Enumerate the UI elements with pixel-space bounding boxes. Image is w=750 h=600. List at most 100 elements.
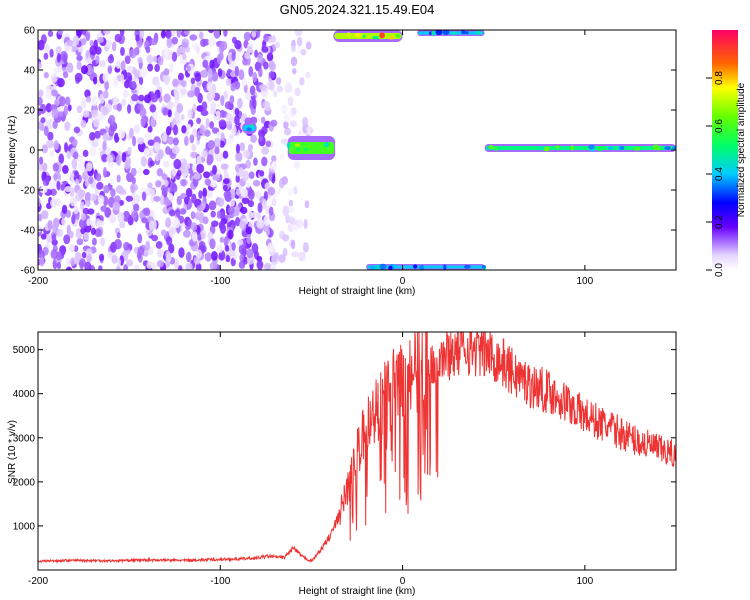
heat-cell [98, 60, 107, 68]
heat-cell [246, 210, 254, 220]
heat-cell [56, 180, 61, 191]
heat-cell [126, 104, 132, 114]
snr-y-ticks: 1000 2000 3000 4000 5000 [13, 345, 676, 532]
heat-cell [91, 95, 98, 107]
heat-cell [61, 218, 66, 226]
heat-band-spot [488, 145, 494, 150]
heat-cell [178, 265, 183, 270]
heat-cell [58, 153, 65, 165]
heat-cell [164, 179, 169, 187]
heat-cell [291, 45, 296, 53]
heat-cell [147, 182, 153, 189]
heat-cell [250, 134, 257, 143]
heat-cell [76, 55, 83, 62]
snr-y-tick-label: 3000 [13, 433, 36, 444]
heat-cell [211, 220, 219, 227]
heat-cell [159, 194, 165, 206]
heat-band-spot [388, 265, 393, 270]
heat-cell [217, 68, 223, 77]
heat-cell [172, 137, 179, 146]
heat-cell [125, 195, 134, 202]
heat-cell [43, 71, 49, 79]
heat-cell [143, 94, 152, 104]
spectrogram-y-tick-label: -60 [21, 266, 36, 277]
heat-cell [167, 136, 174, 145]
heat-cell [98, 253, 105, 262]
heat-cell [304, 200, 310, 209]
heat-cell [38, 163, 44, 171]
spectrogram-y-tick-label: -20 [21, 186, 36, 197]
heat-cell [226, 137, 233, 145]
heat-cell [47, 219, 53, 231]
heat-cell [85, 199, 91, 207]
heat-cell [80, 65, 89, 75]
heat-cell [84, 261, 92, 270]
spectrogram-y-tick-label: 40 [24, 66, 36, 77]
heat-cell [225, 78, 231, 87]
heat-cell [246, 234, 251, 245]
heat-cell [184, 30, 190, 36]
heat-cell [117, 212, 125, 223]
heat-cell [111, 41, 117, 52]
heat-cell [301, 117, 309, 127]
spectrogram-x-ticks: -200 -100 0 100 [28, 30, 594, 287]
heat-cell [222, 150, 229, 159]
heat-cell [244, 52, 251, 60]
heat-cell [171, 145, 180, 155]
heat-cell [47, 131, 54, 141]
heat-band-core [418, 31, 484, 35]
heat-cell [91, 109, 99, 118]
heat-cell [180, 88, 187, 95]
heat-cell [220, 163, 229, 170]
heat-cell [129, 48, 137, 59]
heat-cell [131, 80, 137, 89]
heat-cell [223, 30, 228, 37]
heat-cell [70, 197, 77, 207]
heat-cell [115, 265, 121, 270]
heat-cell [163, 199, 172, 206]
heat-cell [110, 188, 116, 198]
heat-cell [45, 119, 51, 128]
heat-cell [283, 113, 291, 123]
heat-cell [71, 214, 76, 225]
heat-cell [247, 144, 253, 152]
heat-cell [187, 199, 193, 209]
heat-cell [137, 57, 143, 64]
heat-cell [144, 40, 150, 48]
heat-cell [62, 164, 69, 174]
snr-series-line [38, 332, 676, 564]
snr-x-label: Height of straight line (km) [299, 586, 416, 597]
heat-region [38, 30, 279, 270]
heat-cell [157, 55, 164, 66]
heat-cell [106, 154, 114, 164]
heat-band-spot [570, 145, 574, 151]
heat-cell [238, 69, 245, 81]
snr-x-tick-label: 0 [400, 576, 406, 587]
heat-cell [136, 251, 142, 260]
heat-cell [269, 163, 277, 170]
heat-cell [284, 82, 293, 94]
snr-y-tick-label: 2000 [13, 477, 36, 488]
heat-cell [85, 162, 93, 172]
heat-cell [208, 37, 216, 47]
heat-cell [84, 89, 91, 98]
heat-cell [88, 175, 94, 185]
heat-cell [38, 156, 44, 165]
heat-cell [215, 110, 221, 117]
heat-cell [267, 186, 276, 196]
heat-cell [155, 80, 160, 89]
heat-cell [165, 125, 172, 136]
heat-cell [65, 266, 73, 270]
heat-cell [216, 244, 224, 254]
heat-cell [201, 150, 208, 158]
heat-cell [38, 39, 45, 51]
heat-cell [38, 226, 42, 233]
heat-cell [271, 155, 277, 163]
colorbar-ticks: 0.0 0.2 0.4 0.6 0.8 [706, 71, 725, 277]
heat-cell [254, 49, 259, 58]
heat-cell [76, 238, 84, 246]
heat-cell [247, 189, 255, 200]
heat-band-spot [443, 264, 447, 270]
heat-cell [124, 159, 130, 170]
heat-cell [114, 33, 122, 43]
